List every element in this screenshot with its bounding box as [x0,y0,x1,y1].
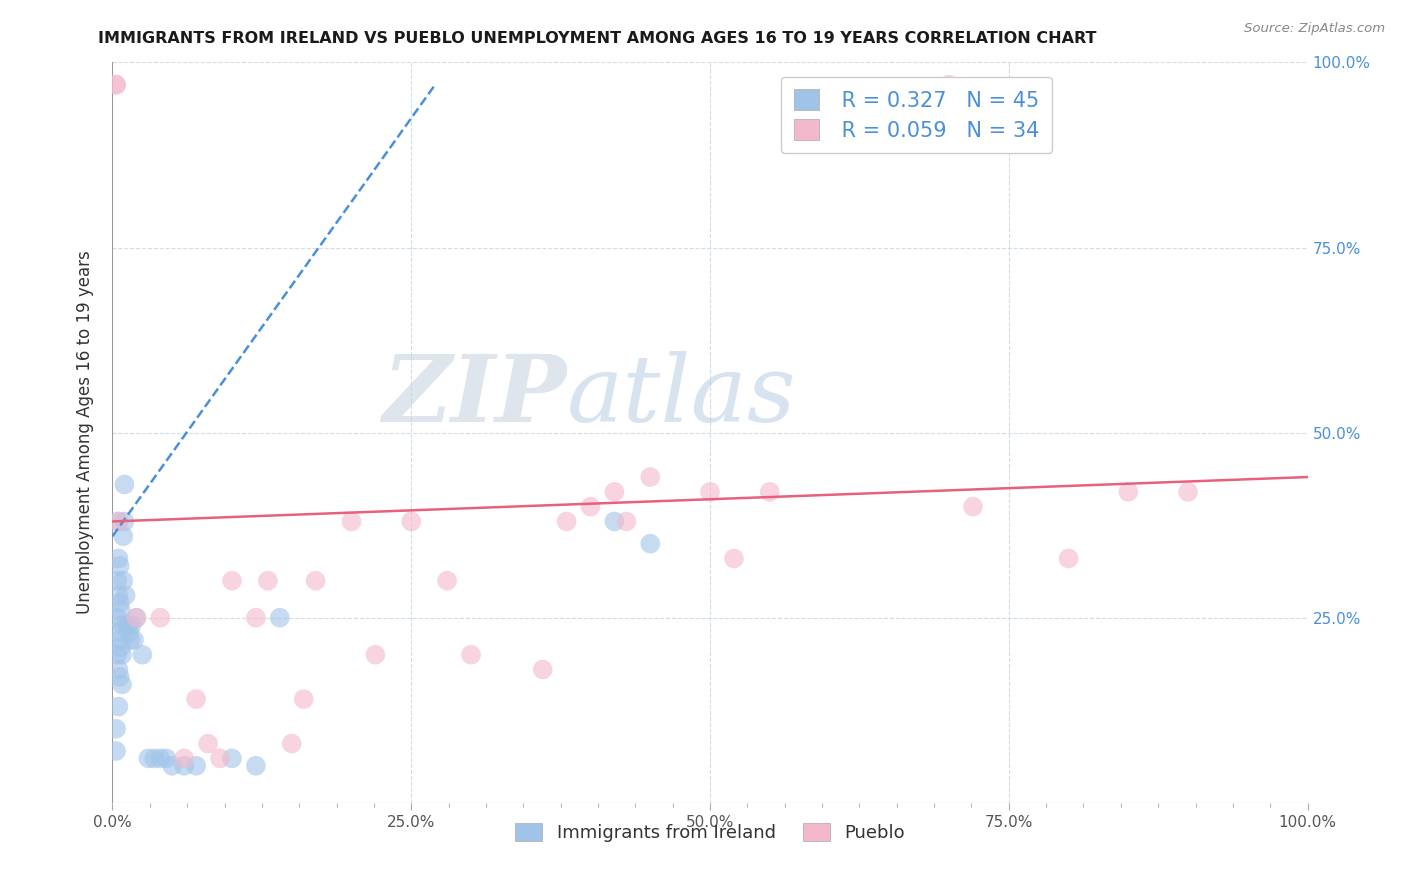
Point [186,692,208,706]
Point [173,751,195,765]
Point [245,610,267,624]
Point [112,529,135,543]
Point [292,692,315,706]
Point [108,670,131,684]
Point [111,618,134,632]
Point [436,574,458,588]
Point [107,589,129,603]
Point [197,737,219,751]
Text: ZIP: ZIP [382,351,567,441]
Point [173,758,195,772]
Point [112,574,135,588]
Point [105,744,128,758]
Point [149,610,172,624]
Point [114,589,136,603]
Point [759,484,782,499]
Point [107,663,129,677]
Point [149,751,172,765]
Point [107,515,129,529]
Point [699,484,721,499]
Point [209,751,232,765]
Point [110,603,132,617]
Point [143,751,166,765]
Point [221,574,243,588]
Y-axis label: Unemployment Among Ages 16 to 19 years: Unemployment Among Ages 16 to 19 years [76,251,94,615]
Point [221,751,243,765]
Text: atlas: atlas [567,351,796,441]
Point [114,515,135,529]
Point [122,632,145,647]
Point [121,618,143,632]
Point [257,574,280,588]
Point [245,758,267,772]
Point [1177,484,1199,499]
Point [105,610,128,624]
Point [938,78,960,92]
Point [401,515,423,529]
Point [118,625,141,640]
Point [107,515,129,529]
Point [531,663,554,677]
Point [269,610,291,624]
Point [120,632,142,647]
Point [114,477,135,491]
Point [115,618,138,632]
Point [340,515,363,529]
Point [108,632,131,647]
Text: Source: ZipAtlas.com: Source: ZipAtlas.com [1244,22,1385,36]
Point [111,648,134,662]
Point [579,500,602,514]
Point [125,610,148,624]
Point [555,515,578,529]
Point [723,551,745,566]
Point [616,515,638,529]
Point [603,484,626,499]
Point [110,640,132,655]
Point [603,515,626,529]
Point [131,648,153,662]
Point [460,648,482,662]
Point [108,596,131,610]
Point [305,574,328,588]
Point [1057,551,1080,566]
Point [105,722,128,736]
Point [107,625,129,640]
Point [364,648,387,662]
Point [640,470,662,484]
Point [125,610,148,624]
Point [1118,484,1140,499]
Point [162,758,183,772]
Point [962,500,984,514]
Point [108,558,131,573]
Point [640,536,662,550]
Point [186,758,208,772]
Point [138,751,160,765]
Point [105,78,128,92]
Text: IMMIGRANTS FROM IRELAND VS PUEBLO UNEMPLOYMENT AMONG AGES 16 TO 19 YEARS CORRELA: IMMIGRANTS FROM IRELAND VS PUEBLO UNEMPL… [98,31,1097,46]
Legend: Immigrants from Ireland, Pueblo: Immigrants from Ireland, Pueblo [508,815,912,849]
Point [117,618,139,632]
Point [107,699,129,714]
Point [105,648,128,662]
Point [111,677,134,691]
Point [281,737,304,751]
Point [105,78,128,92]
Point [107,551,129,566]
Point [155,751,177,765]
Point [105,574,128,588]
